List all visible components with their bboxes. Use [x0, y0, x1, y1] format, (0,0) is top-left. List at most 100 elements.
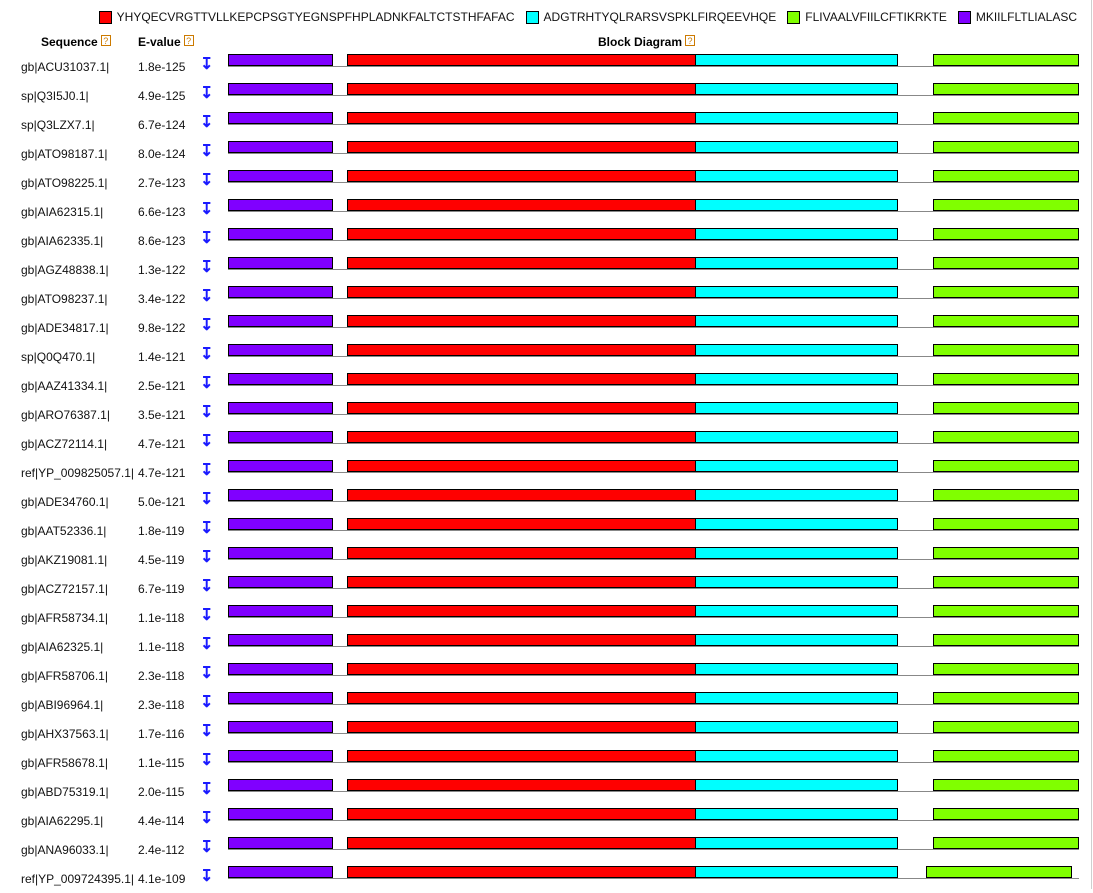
- motif-block[interactable]: [347, 54, 696, 66]
- expand-arrow-icon[interactable]: ↧: [200, 317, 214, 334]
- motif-block[interactable]: [228, 315, 333, 327]
- sequence-id[interactable]: gb|ACZ72114.1|: [21, 437, 108, 451]
- sequence-id[interactable]: gb|ARO76387.1|: [21, 408, 110, 422]
- expand-arrow-icon[interactable]: ↧: [200, 288, 214, 305]
- expand-arrow-icon[interactable]: ↧: [200, 491, 214, 508]
- motif-block[interactable]: [228, 170, 333, 182]
- motif-block[interactable]: [347, 141, 696, 153]
- expand-arrow-icon[interactable]: ↧: [200, 752, 214, 769]
- sequence-id[interactable]: gb|ACZ72157.1|: [21, 582, 108, 596]
- sequence-id[interactable]: gb|ATO98225.1|: [21, 176, 108, 190]
- sequence-id[interactable]: gb|ANA96033.1|: [21, 843, 109, 857]
- motif-block[interactable]: [933, 692, 1079, 704]
- motif-block[interactable]: [228, 634, 333, 646]
- motif-block[interactable]: [695, 518, 898, 530]
- motif-block[interactable]: [347, 779, 696, 791]
- motif-block[interactable]: [347, 431, 696, 443]
- motif-block[interactable]: [347, 663, 696, 675]
- motif-block[interactable]: [933, 460, 1079, 472]
- sequence-id[interactable]: ref|YP_009724395.1|: [21, 872, 134, 886]
- motif-block[interactable]: [228, 518, 333, 530]
- motif-block[interactable]: [347, 634, 696, 646]
- motif-block[interactable]: [228, 837, 333, 849]
- motif-block[interactable]: [695, 489, 898, 501]
- motif-block[interactable]: [228, 663, 333, 675]
- expand-arrow-icon[interactable]: ↧: [200, 56, 214, 73]
- motif-block[interactable]: [933, 286, 1079, 298]
- motif-block[interactable]: [347, 257, 696, 269]
- motif-block[interactable]: [228, 141, 333, 153]
- motif-block[interactable]: [695, 112, 898, 124]
- motif-block[interactable]: [933, 373, 1079, 385]
- motif-block[interactable]: [695, 373, 898, 385]
- expand-arrow-icon[interactable]: ↧: [200, 201, 214, 218]
- motif-block[interactable]: [933, 750, 1079, 762]
- motif-block[interactable]: [695, 286, 898, 298]
- motif-block[interactable]: [933, 837, 1079, 849]
- motif-block[interactable]: [347, 576, 696, 588]
- motif-block[interactable]: [926, 866, 1072, 878]
- motif-block[interactable]: [933, 518, 1079, 530]
- motif-block[interactable]: [933, 199, 1079, 211]
- motif-block[interactable]: [228, 750, 333, 762]
- motif-block[interactable]: [228, 373, 333, 385]
- motif-block[interactable]: [933, 576, 1079, 588]
- expand-arrow-icon[interactable]: ↧: [200, 375, 214, 392]
- motif-block[interactable]: [933, 663, 1079, 675]
- motif-block[interactable]: [347, 605, 696, 617]
- sequence-id[interactable]: gb|ADE34817.1|: [21, 321, 109, 335]
- sequence-id[interactable]: gb|ATO98187.1|: [21, 147, 108, 161]
- expand-arrow-icon[interactable]: ↧: [200, 636, 214, 653]
- motif-block[interactable]: [933, 170, 1079, 182]
- motif-block[interactable]: [933, 315, 1079, 327]
- sequence-id[interactable]: gb|AHX37563.1|: [21, 727, 109, 741]
- sequence-id[interactable]: gb|ADE34760.1|: [21, 495, 109, 509]
- motif-block[interactable]: [347, 286, 696, 298]
- motif-block[interactable]: [933, 112, 1079, 124]
- motif-block[interactable]: [933, 141, 1079, 153]
- motif-block[interactable]: [228, 866, 333, 878]
- motif-block[interactable]: [228, 605, 333, 617]
- motif-block[interactable]: [695, 692, 898, 704]
- sequence-id[interactable]: gb|AAT52336.1|: [21, 524, 107, 538]
- motif-block[interactable]: [347, 808, 696, 820]
- motif-block[interactable]: [228, 576, 333, 588]
- motif-block[interactable]: [695, 257, 898, 269]
- expand-arrow-icon[interactable]: ↧: [200, 665, 214, 682]
- motif-block[interactable]: [347, 344, 696, 356]
- block-diagram-help-icon[interactable]: ?: [685, 35, 696, 46]
- expand-arrow-icon[interactable]: ↧: [200, 810, 214, 827]
- sequence-id[interactable]: gb|AAZ41334.1|: [21, 379, 108, 393]
- motif-block[interactable]: [347, 547, 696, 559]
- expand-arrow-icon[interactable]: ↧: [200, 404, 214, 421]
- sequence-id[interactable]: sp|Q3LZX7.1|: [21, 118, 95, 132]
- motif-block[interactable]: [933, 779, 1079, 791]
- motif-block[interactable]: [695, 663, 898, 675]
- motif-block[interactable]: [933, 431, 1079, 443]
- motif-block[interactable]: [933, 489, 1079, 501]
- motif-block[interactable]: [695, 315, 898, 327]
- motif-block[interactable]: [347, 83, 696, 95]
- motif-block[interactable]: [347, 866, 696, 878]
- motif-block[interactable]: [695, 199, 898, 211]
- motif-block[interactable]: [347, 837, 696, 849]
- expand-arrow-icon[interactable]: ↧: [200, 520, 214, 537]
- motif-block[interactable]: [228, 344, 333, 356]
- sequence-id[interactable]: ref|YP_009825057.1|: [21, 466, 134, 480]
- expand-arrow-icon[interactable]: ↧: [200, 230, 214, 247]
- sequence-id[interactable]: gb|ABD75319.1|: [21, 785, 109, 799]
- motif-block[interactable]: [933, 721, 1079, 733]
- expand-arrow-icon[interactable]: ↧: [200, 607, 214, 624]
- expand-arrow-icon[interactable]: ↧: [200, 114, 214, 131]
- motif-block[interactable]: [695, 402, 898, 414]
- expand-arrow-icon[interactable]: ↧: [200, 433, 214, 450]
- expand-arrow-icon[interactable]: ↧: [200, 85, 214, 102]
- motif-block[interactable]: [228, 489, 333, 501]
- sequence-id[interactable]: sp|Q0Q470.1|: [21, 350, 96, 364]
- expand-arrow-icon[interactable]: ↧: [200, 259, 214, 276]
- sequence-id[interactable]: gb|AIA62325.1|: [21, 640, 104, 654]
- motif-block[interactable]: [695, 344, 898, 356]
- motif-block[interactable]: [347, 402, 696, 414]
- expand-arrow-icon[interactable]: ↧: [200, 462, 214, 479]
- motif-block[interactable]: [695, 547, 898, 559]
